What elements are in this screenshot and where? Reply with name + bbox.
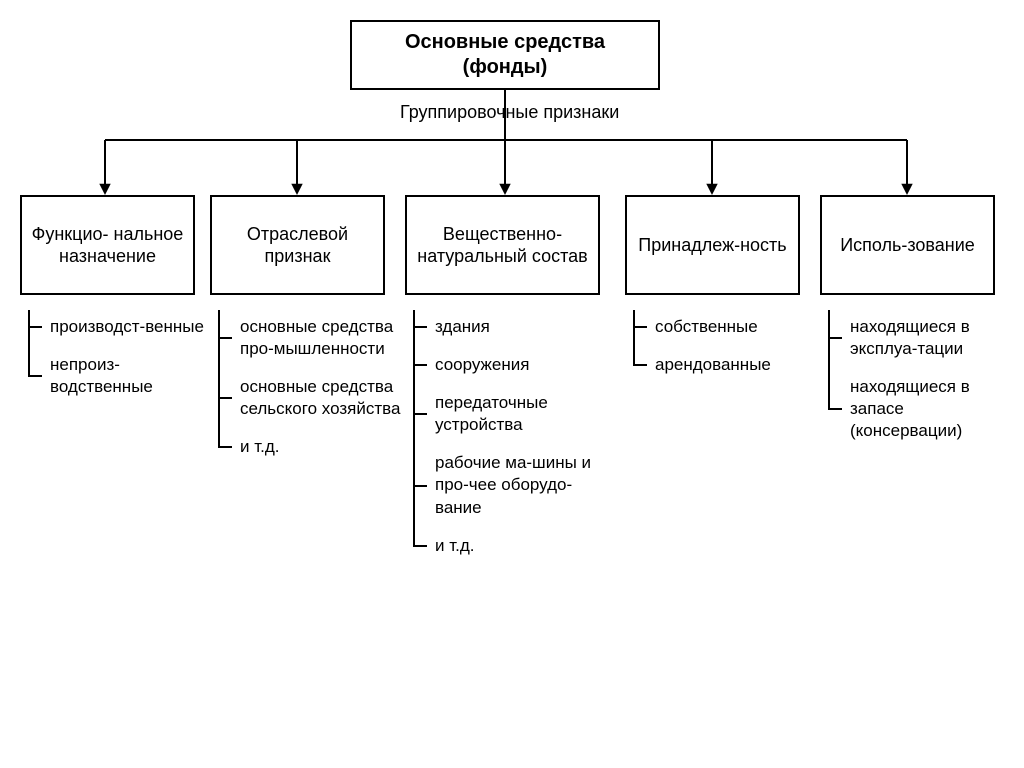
category-box-usage: Исполь-зование	[820, 195, 995, 295]
items-composition: здания сооружения передаточные устройств…	[413, 310, 618, 567]
item-text: арендованные	[655, 355, 771, 374]
item-text: находящиеся в запасе (консервации)	[850, 377, 970, 440]
list-item: сооружения	[413, 348, 618, 382]
items-ownership: собственные арендованные	[633, 310, 823, 386]
item-text: и т.д.	[240, 437, 280, 456]
list-item: основные средства про-мышленности	[218, 310, 408, 366]
item-text: рабочие ма-шины и про-чее оборудо-вание	[435, 453, 591, 516]
category-title: Функцио- нальное назначение	[30, 223, 185, 268]
root-node: Основные средства (фонды)	[350, 20, 660, 90]
category-box-industry: Отраслевой признак	[210, 195, 385, 295]
category-box-ownership: Принадлеж-ность	[625, 195, 800, 295]
item-text: непроиз-водственные	[50, 355, 153, 396]
item-text: здания	[435, 317, 490, 336]
item-text: передаточные устройства	[435, 393, 548, 434]
root-line2: (фонды)	[463, 56, 548, 78]
item-text: производст-венные	[50, 317, 204, 336]
grouping-label: Группировочные признаки	[400, 102, 619, 123]
item-text: находящиеся в эксплуа-тации	[850, 317, 970, 358]
category-title: Отраслевой признак	[220, 223, 375, 268]
list-item: собственные	[633, 310, 823, 344]
list-item: находящиеся в эксплуа-тации	[828, 310, 1018, 366]
list-item: и т.д.	[413, 529, 618, 563]
list-item: передаточные устройства	[413, 386, 618, 442]
list-item: здания	[413, 310, 618, 344]
items-industry: основные средства про-мышленности основн…	[218, 310, 408, 468]
root-line1: Основные средства	[405, 31, 605, 53]
item-text: собственные	[655, 317, 758, 336]
list-item: рабочие ма-шины и про-чее оборудо-вание	[413, 446, 618, 524]
category-title: Исполь-зование	[840, 234, 975, 257]
items-functional: производст-венные непроиз-водственные	[28, 310, 218, 408]
category-box-composition: Вещественно-натуральный состав	[405, 195, 600, 295]
list-item: основные средства сельского хозяйства	[218, 370, 408, 426]
list-item: непроиз-водственные	[28, 348, 218, 404]
category-title: Принадлеж-ность	[638, 234, 786, 257]
item-text: и т.д.	[435, 536, 475, 555]
item-text: сооружения	[435, 355, 529, 374]
item-text: основные средства про-мышленности	[240, 317, 393, 358]
item-text: основные средства сельского хозяйства	[240, 377, 400, 418]
items-usage: находящиеся в эксплуа-тации находящиеся …	[828, 310, 1018, 452]
list-item: производст-венные	[28, 310, 218, 344]
list-item: и т.д.	[218, 430, 408, 464]
list-item: арендованные	[633, 348, 823, 382]
category-title: Вещественно-натуральный состав	[415, 223, 590, 268]
list-item: находящиеся в запасе (консервации)	[828, 370, 1018, 448]
category-box-functional: Функцио- нальное назначение	[20, 195, 195, 295]
